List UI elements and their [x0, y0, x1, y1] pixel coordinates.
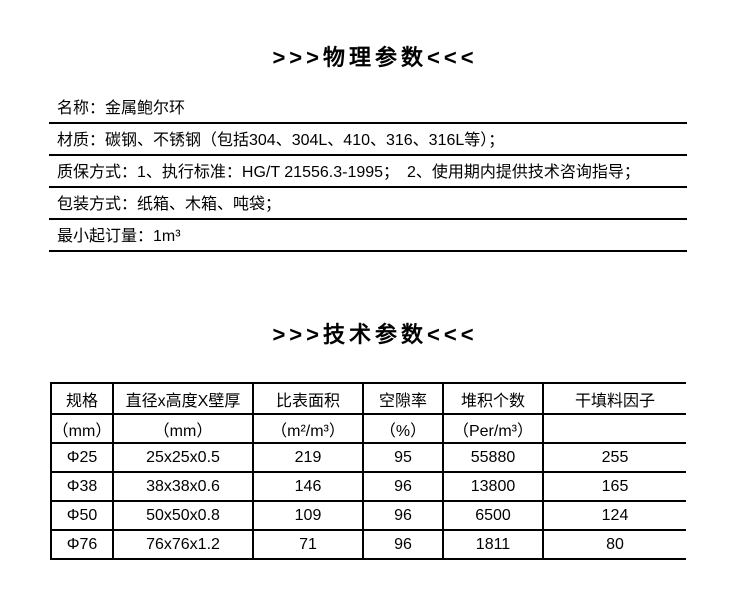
table-cell: 146	[253, 472, 364, 502]
table-cell: 95	[363, 443, 444, 473]
table-cell: 50x50x0.8	[113, 501, 254, 531]
param-text-warranty: 质保方式：1、执行标准：HG/T 21556.3-1995； 2、使用期内提供技…	[57, 164, 640, 181]
table-cell: 38x38x0.6	[113, 472, 254, 502]
param-text-name: 名称：金属鲍尔环	[57, 100, 186, 117]
param-row-packaging: 包装方式：纸箱、木箱、吨袋；	[49, 188, 687, 220]
table-cell: 96	[363, 501, 444, 531]
unit-cell-packing-count: （Per/m³）	[443, 414, 544, 444]
unit-cell-void-rate: （%）	[363, 414, 444, 444]
table-cell: 6500	[443, 501, 544, 531]
table-cell: 80	[543, 530, 686, 560]
header-cell-packing-factor: 干填料因子	[543, 383, 686, 415]
table-cell: 255	[543, 443, 686, 473]
unit-cell-surface-area: （m²/m³）	[253, 414, 364, 444]
table-cell: 13800	[443, 472, 544, 502]
table-cell: 109	[253, 501, 364, 531]
unit-cell-dimensions: （mm）	[113, 414, 254, 444]
table-row-phi25: Φ25 25x25x0.5 219 95 55880 255	[51, 443, 686, 473]
table-cell: Φ76	[51, 530, 114, 560]
table-header-row: 规格 直径x高度X壁厚 比表面积 空隙率 堆积个数 干填料因子	[51, 383, 686, 415]
header-cell-dimensions: 直径x高度X壁厚	[113, 383, 254, 415]
physical-params-list: 名称：金属鲍尔环 材质：碳钢、不锈钢（包括304、304L、410、316、31…	[49, 92, 687, 252]
table-cell: Φ38	[51, 472, 114, 502]
param-row-material: 材质：碳钢、不锈钢（包括304、304L、410、316、316L等）；	[49, 124, 687, 156]
header-cell-packing-count: 堆积个数	[443, 383, 544, 415]
table-cell: 124	[543, 501, 686, 531]
table-cell: 55880	[443, 443, 544, 473]
table-cell: 71	[253, 530, 364, 560]
unit-cell-spec: （mm）	[51, 414, 114, 444]
table-cell: 219	[253, 443, 364, 473]
param-text-min-order: 最小起订量：1m³	[57, 228, 181, 245]
param-row-name: 名称：金属鲍尔环	[49, 92, 687, 124]
technical-params-title: >>>技术参数<<<	[272, 322, 478, 347]
table-row-phi50: Φ50 50x50x0.8 109 96 6500 124	[51, 501, 686, 531]
physical-params-title: >>>物理参数<<<	[272, 45, 478, 70]
table-cell: 1811	[443, 530, 544, 560]
table-cell: 25x25x0.5	[113, 443, 254, 473]
table-unit-row: （mm） （mm） （m²/m³） （%） （Per/m³）	[51, 414, 686, 444]
param-row-min-order: 最小起订量：1m³	[49, 220, 687, 252]
table-row-phi76: Φ76 76x76x1.2 71 96 1811 80	[51, 530, 686, 560]
table-cell: Φ25	[51, 443, 114, 473]
param-row-warranty: 质保方式：1、执行标准：HG/T 21556.3-1995； 2、使用期内提供技…	[49, 156, 687, 188]
unit-cell-packing-factor	[543, 414, 686, 444]
table-cell: 96	[363, 530, 444, 560]
table-cell: 165	[543, 472, 686, 502]
table-cell: 96	[363, 472, 444, 502]
header-cell-void-rate: 空隙率	[363, 383, 444, 415]
technical-params-table: 规格 直径x高度X壁厚 比表面积 空隙率 堆积个数 干填料因子 （mm） （mm…	[50, 382, 686, 560]
table-cell: Φ50	[51, 501, 114, 531]
header-cell-surface-area: 比表面积	[253, 383, 364, 415]
param-text-material: 材质：碳钢、不锈钢（包括304、304L、410、316、316L等）；	[57, 132, 505, 149]
table-row-phi38: Φ38 38x38x0.6 146 96 13800 165	[51, 472, 686, 502]
param-text-packaging: 包装方式：纸箱、木箱、吨袋；	[57, 196, 282, 213]
header-cell-spec: 规格	[51, 383, 114, 415]
table-cell: 76x76x1.2	[113, 530, 254, 560]
